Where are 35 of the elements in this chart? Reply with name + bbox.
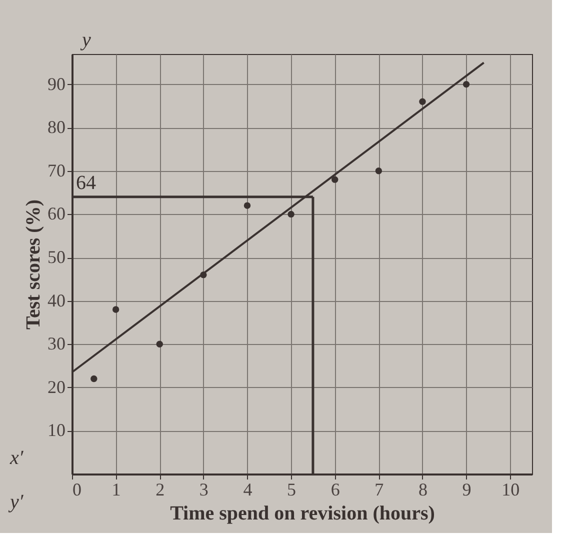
y-tick-label: 20 [48,376,66,397]
ref-line-label: 64 [76,172,96,194]
x-tick-label: 5 [287,480,296,500]
text: y [80,29,91,51]
point [244,202,251,209]
y-tick-label: 10 [48,420,66,440]
x-tick-label: 0 [72,480,82,500]
y-tick-label: 50 [48,247,66,268]
y-tick-label: 90 [48,74,66,94]
x-tick-label: 6 [330,480,340,500]
y-tick-label: 70 [48,160,66,180]
x-tick-label: 8 [418,480,428,500]
x-tick-label: 7 [374,480,384,500]
point [112,306,120,313]
text: x′ [9,447,24,469]
y-tick-label: 60 [48,204,66,224]
point [288,210,294,218]
x-axis-title: Time spend on revision (hours) [170,502,435,524]
text: y′ [8,491,24,513]
x-tick-label: 3 [199,480,208,500]
x-tick-label: 2 [156,480,165,500]
point [419,98,426,105]
point [462,80,470,88]
point [332,176,338,183]
y-tick-label: 40 [48,290,66,310]
point [90,375,98,382]
x-tick-label: 1 [112,480,121,500]
point [375,168,382,174]
x-tick-label: 4 [243,480,252,500]
y-tick-label: 80 [48,117,66,138]
y-tick-label: 30 [48,334,66,354]
y-axis-title: Test scores (%) [22,200,44,330]
point [156,340,163,348]
x-tick-label: 9 [462,480,472,500]
x-tick-label: 10 [502,480,520,500]
